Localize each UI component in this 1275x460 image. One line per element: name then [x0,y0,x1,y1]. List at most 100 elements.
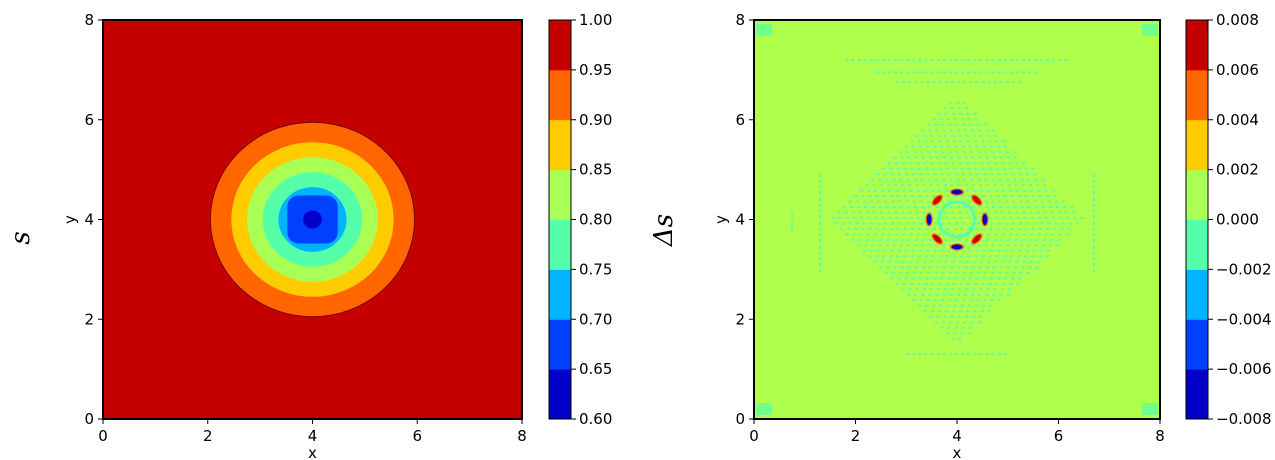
ripple-mark [893,238,898,241]
ripple-mark [918,353,922,356]
ripple-mark [1075,222,1080,225]
ripple-mark [920,129,925,132]
ripple-mark [870,178,875,181]
ripple-mark [791,229,794,233]
ripple-mark [1009,255,1014,258]
ripple-mark [920,244,925,247]
ripple-mark [899,206,904,209]
ripple-mark [1031,227,1036,230]
ripple-mark [940,222,945,225]
ripple-mark [874,217,878,220]
ripple-mark [1011,200,1016,203]
ripple-mark [967,227,972,230]
ripple-mark [978,238,983,241]
ripple-mark [910,255,914,258]
ripple-mark [880,189,885,192]
ripple-mark [1093,263,1096,267]
ripple-mark [912,71,916,74]
ripple-mark [973,353,977,356]
ripple-mark [926,299,931,302]
ripple-mark [962,299,966,302]
ripple-mark [934,271,938,274]
ripple-mark [818,263,821,267]
ripple-mark [955,271,960,274]
ripple-mark [997,71,1001,74]
ripple-mark [897,249,902,252]
ripple-mark [1071,211,1076,214]
ripple-mark [967,332,971,335]
ripple-mark [960,227,965,230]
colorbar1-band [549,119,571,171]
ripple-mark [961,249,966,252]
ripple-mark [915,211,919,214]
ripple-mark [1021,211,1026,214]
ripple-mark [997,353,1001,356]
ripple-mark [918,71,922,74]
ripple-mark [956,129,961,132]
ripple-mark [1039,249,1044,252]
ripple-mark [989,145,994,148]
ripple-mark [966,282,971,285]
ripple-mark [987,140,992,143]
ripple-mark [953,227,957,230]
blob [972,234,981,244]
ripple-mark [895,217,900,220]
ripple-mark [818,197,821,201]
ripple-mark [929,238,933,241]
ripple-mark [931,140,935,143]
blob [933,195,942,205]
ripple-mark [952,140,956,143]
ripple-mark [884,271,888,274]
ripple-mark [1013,206,1017,209]
ripple-mark [932,81,936,84]
ripple-mark [955,178,960,181]
ripple-mark [903,195,908,198]
ripple-mark [992,206,996,209]
ripple-mark [997,173,1001,176]
ripple-mark [973,140,978,143]
ripple-mark [968,145,972,148]
ripple-mark [967,118,972,121]
ripple-mark [1093,209,1096,213]
corner-ripple [1141,23,1158,36]
ripple-mark [946,304,950,307]
ripple-mark [1016,255,1021,258]
ripple-mark [923,310,928,313]
ripple-mark [969,222,973,225]
ripple-mark [896,81,900,84]
colorbar1-band [549,169,571,220]
ripple-mark [1060,227,1064,230]
ripple-mark [887,162,892,165]
ripple-mark [942,293,946,296]
ripple-mark [977,178,981,181]
ripple-mark [1023,217,1028,220]
ripple-mark [876,200,881,203]
ripple-mark [1017,81,1021,84]
ripple-mark [995,140,999,143]
ripple-mark [1020,266,1025,269]
ripple-mark [903,255,907,258]
ripple-mark [834,222,838,225]
ripple-mark [1005,151,1009,154]
ripple-mark [970,321,974,324]
panel2-ytick-label: 4 [735,211,745,229]
ripple-mark [1016,282,1020,285]
ripple-mark [1026,271,1031,274]
ripple-mark [1021,184,1026,187]
ripple-mark [946,118,950,121]
ripple-mark [976,222,980,225]
ripple-mark [1001,260,1005,263]
ripple-mark [999,266,1004,269]
ripple-mark [982,145,986,148]
ripple-mark [926,81,930,84]
ripple-mark [818,203,821,207]
ripple-mark [1003,353,1007,356]
ripple-mark [1046,249,1051,252]
ripple-mark [841,222,845,225]
ripple-mark [925,227,929,230]
ripple-mark [954,173,959,176]
ripple-mark [988,227,993,230]
ripple-mark [936,134,941,137]
ripple-mark [1001,189,1006,192]
ripple-mark [981,167,985,170]
